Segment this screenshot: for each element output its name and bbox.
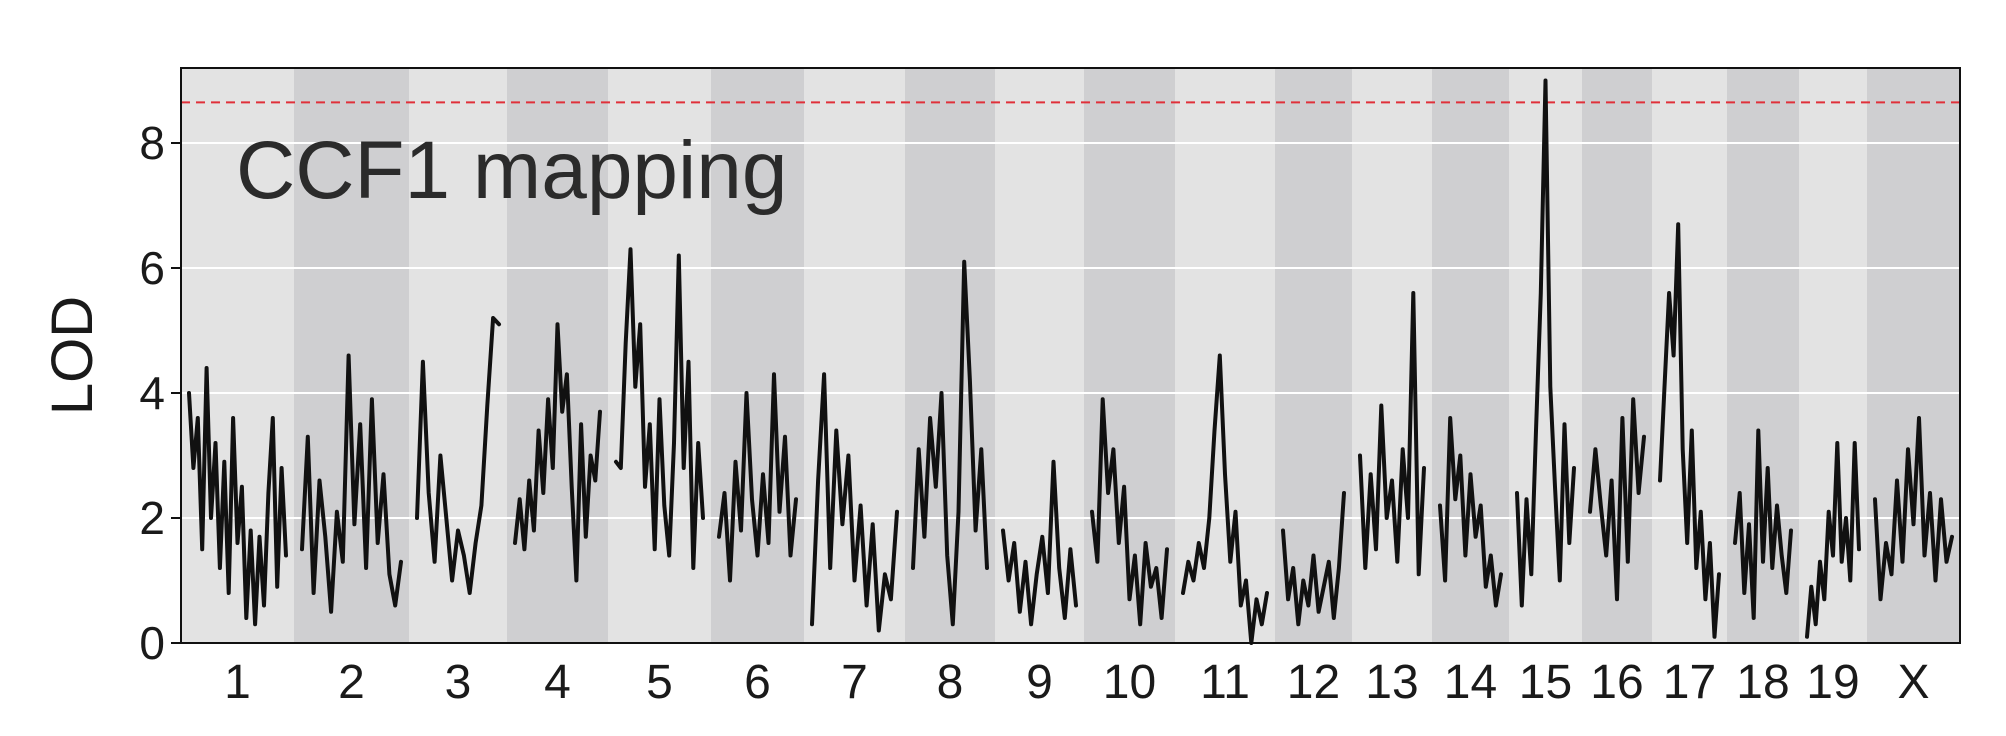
lod-curve-chr-12 (1281, 491, 1346, 627)
lod-curve-chr-X (1873, 416, 1954, 602)
x-tick-label-chr-17: 17 (1663, 656, 1716, 709)
x-tick-label-chr-6: 6 (744, 656, 771, 709)
y-tick-label-8: 8 (139, 117, 165, 169)
x-tick-label-chr-13: 13 (1365, 656, 1418, 709)
lod-curve-chr-15 (1515, 78, 1576, 608)
lod-curve-chr-4 (513, 322, 602, 583)
x-tick-label-chr-10: 10 (1103, 656, 1156, 709)
lod-curve-chr-18 (1733, 428, 1793, 620)
y-tick-label-6: 6 (139, 242, 165, 294)
band-chr-8 (905, 68, 995, 643)
y-tick-label-2: 2 (139, 492, 165, 544)
lod-curve-chr-3 (415, 316, 501, 595)
x-tick-label-chr-14: 14 (1444, 656, 1497, 709)
x-tick-label-chr-11: 11 (1200, 656, 1250, 709)
x-tick-label-chr-19: 19 (1806, 656, 1859, 709)
x-tick-label-chr-2: 2 (338, 656, 365, 709)
lod-curve-chr-11 (1181, 353, 1269, 645)
x-tick-label-chr-3: 3 (445, 656, 472, 709)
x-tick-label-chr-1: 1 (224, 656, 251, 709)
lod-curve-chr-17 (1658, 222, 1721, 639)
band-chr-11 (1175, 68, 1275, 643)
lod-curve-chr-16 (1588, 397, 1646, 602)
lod-curve-chr-1 (187, 366, 288, 627)
lod-curve-chr-7 (810, 372, 899, 633)
lod-curve-chr-2 (300, 353, 403, 614)
lod-curve-chr-5 (614, 247, 705, 570)
lod-curve-chr-10 (1090, 397, 1169, 627)
x-axis-ticks: 1 2 3 4 5 6 7 8 9 10 11 12 13 14 15 16 17 18 19 X (224, 656, 1929, 709)
y-axis-ticks: 0 2 4 6 8 (139, 117, 181, 669)
plot-frame (180, 67, 1961, 644)
lod-curve-chr-14 (1438, 416, 1503, 608)
y-axis-label: LOD (40, 296, 105, 415)
x-tick-label-chr-4: 4 (544, 656, 571, 709)
x-tick-label-chr-8: 8 (937, 656, 964, 709)
lod-curve-chr-13 (1358, 291, 1426, 577)
lod-curve-chr-6 (717, 372, 798, 583)
x-tick-label-chr-9: 9 (1026, 656, 1053, 709)
x-tick-label-chr-7: 7 (841, 656, 868, 709)
x-tick-label-chr-18: 18 (1736, 656, 1789, 709)
chart-annotation: CCF1 mapping (236, 125, 787, 216)
lod-curve-chr-8 (911, 259, 989, 627)
x-tick-label-chr-15: 15 (1519, 656, 1572, 709)
y-tick-label-0: 0 (139, 617, 165, 669)
y-tick-label-4: 4 (139, 367, 165, 419)
x-tick-label-chr-12: 12 (1287, 656, 1340, 709)
band-chr-17 (1652, 68, 1727, 643)
lod-curve-chr-19 (1805, 441, 1861, 639)
x-tick-label-chr-16: 16 (1590, 656, 1643, 709)
x-tick-label-chr-5: 5 (646, 656, 673, 709)
lod-curve (187, 78, 1954, 645)
lod-curve-chr-9 (1001, 459, 1078, 627)
x-tick-label-chr-X: X (1897, 656, 1929, 709)
